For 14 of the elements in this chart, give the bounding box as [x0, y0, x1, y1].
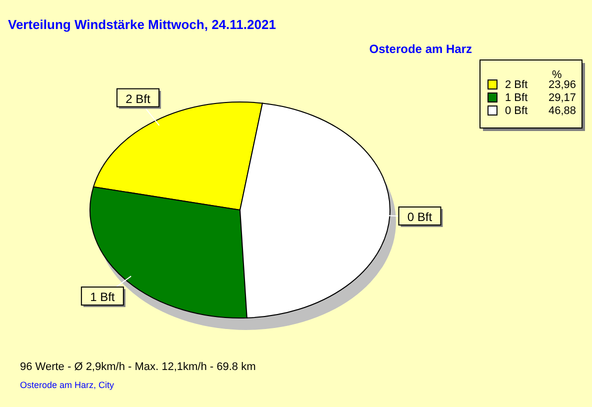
text: Osterode am Harz, City	[20, 380, 115, 390]
legend-label: 1 Bft	[505, 92, 528, 104]
slice-label: 1 Bft	[90, 290, 116, 304]
text: 96 Werte - Ø 2,9km/h - Max. 12,1km/h - 69.8 km	[20, 361, 256, 373]
chart-subtitle: Osterode am Harz	[369, 42, 472, 56]
data-label: 29,17	[548, 92, 576, 104]
legend-label: 0 Bft	[505, 105, 528, 117]
chart-title: Verteilung Windstärke Mittwoch, 24.11.2021	[8, 17, 276, 32]
slice-label: 0 Bft	[407, 210, 433, 224]
legend-title: %	[552, 69, 562, 81]
legend-label: 2 Bft	[505, 79, 528, 91]
data-label: 23,96	[548, 79, 576, 91]
slice-label: 2 Bft	[126, 92, 151, 106]
data-label: 46,88	[548, 105, 576, 117]
